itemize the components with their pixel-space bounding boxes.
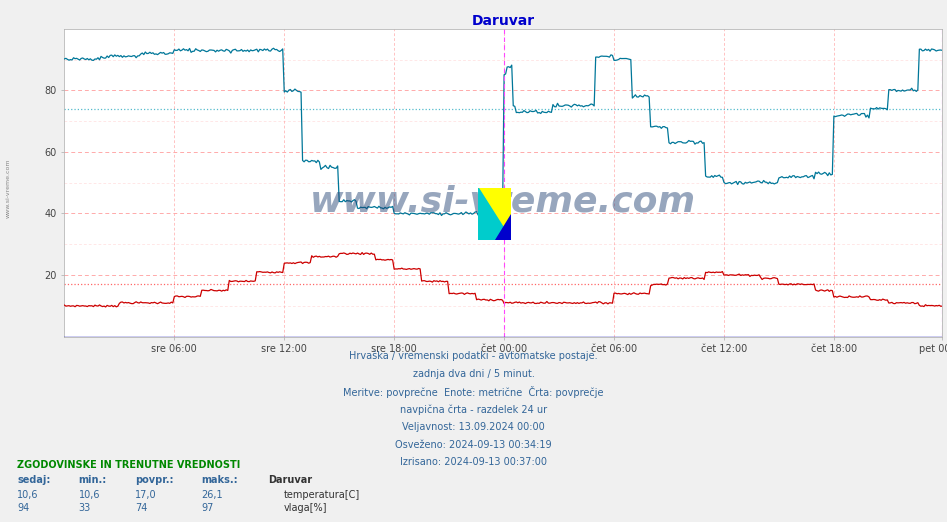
Text: navpična črta - razdelek 24 ur: navpična črta - razdelek 24 ur — [400, 404, 547, 414]
Text: 94: 94 — [17, 503, 29, 513]
Text: Veljavnost: 13.09.2024 00:00: Veljavnost: 13.09.2024 00:00 — [402, 422, 545, 432]
Polygon shape — [478, 188, 511, 240]
Text: 10,6: 10,6 — [79, 490, 100, 500]
Text: 97: 97 — [202, 503, 214, 513]
Text: Meritve: povprečne  Enote: metrične  Črta: povprečje: Meritve: povprečne Enote: metrične Črta:… — [343, 386, 604, 398]
Text: 33: 33 — [79, 503, 91, 513]
Text: Izrisano: 2024-09-13 00:37:00: Izrisano: 2024-09-13 00:37:00 — [400, 457, 547, 467]
Text: Osveženo: 2024-09-13 00:34:19: Osveženo: 2024-09-13 00:34:19 — [395, 440, 552, 449]
Title: Daruvar: Daruvar — [472, 14, 535, 28]
Polygon shape — [495, 214, 511, 240]
Text: temperatura[C]: temperatura[C] — [284, 490, 361, 500]
Text: povpr.:: povpr.: — [135, 475, 174, 485]
Text: min.:: min.: — [79, 475, 107, 485]
Text: 74: 74 — [135, 503, 148, 513]
Text: zadnja dva dni / 5 minut.: zadnja dva dni / 5 minut. — [413, 369, 534, 378]
Text: sedaj:: sedaj: — [17, 475, 50, 485]
Text: ZGODOVINSKE IN TRENUTNE VREDNOSTI: ZGODOVINSKE IN TRENUTNE VREDNOSTI — [17, 460, 241, 470]
Text: Daruvar: Daruvar — [268, 475, 313, 485]
Text: Hrvaška / vremenski podatki - avtomatske postaje.: Hrvaška / vremenski podatki - avtomatske… — [349, 351, 598, 361]
Text: vlaga[%]: vlaga[%] — [284, 503, 328, 513]
Text: www.si-vreme.com: www.si-vreme.com — [311, 184, 696, 218]
Text: maks.:: maks.: — [202, 475, 239, 485]
Polygon shape — [478, 188, 511, 240]
Text: 26,1: 26,1 — [202, 490, 223, 500]
Text: 10,6: 10,6 — [17, 490, 39, 500]
Text: www.si-vreme.com: www.si-vreme.com — [6, 158, 11, 218]
Text: 17,0: 17,0 — [135, 490, 157, 500]
